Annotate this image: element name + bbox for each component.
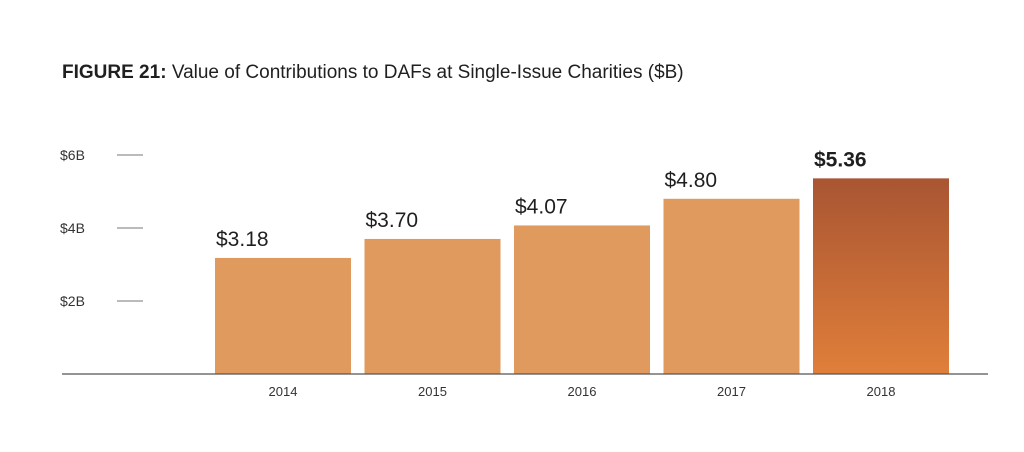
data-label: $5.36 — [814, 148, 867, 171]
x-tick-label: 2016 — [568, 384, 597, 399]
bar — [215, 257, 351, 374]
data-label: $3.18 — [216, 228, 269, 251]
data-label: $4.80 — [665, 169, 718, 192]
bar — [663, 198, 800, 374]
y-tick-label: $4B — [60, 220, 85, 236]
bar — [514, 225, 650, 374]
figure-caption: Value of Contributions to DAFs at Single… — [171, 62, 684, 83]
chart-title: FIGURE 21: Value of Contributions to DAF… — [62, 62, 684, 84]
y-tick-label: $2B — [60, 293, 85, 309]
data-label: $3.70 — [366, 209, 419, 232]
data-label: $4.07 — [515, 195, 568, 218]
x-tick-label: 2014 — [269, 384, 298, 399]
x-tick-label: 2015 — [418, 384, 447, 399]
x-tick-label: 2018 — [867, 384, 896, 399]
bar — [364, 238, 501, 374]
figure-number: FIGURE 21: — [62, 62, 167, 83]
x-tick-label: 2017 — [717, 384, 746, 399]
y-tick-label: $6B — [60, 147, 85, 163]
bar — [813, 178, 949, 374]
